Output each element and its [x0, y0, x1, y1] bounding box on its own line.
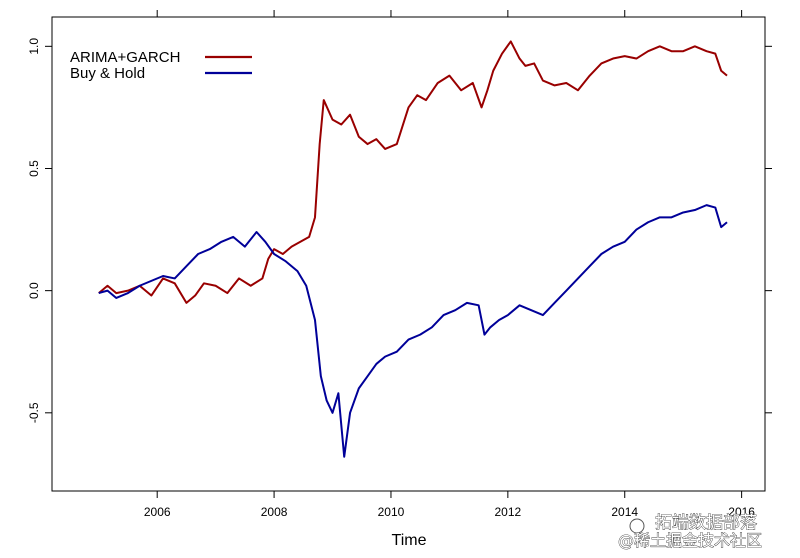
- y-tick-label: 1.0: [27, 38, 41, 55]
- watermark: 拓端数据部落 @稀土掘金技术社区: [618, 513, 763, 551]
- x-tick-label: 2016: [728, 505, 755, 519]
- x-axis: 2006 2008 2010 2012 2014 2016: [144, 10, 755, 519]
- plot-frame: [51, 16, 766, 492]
- watermark-line-2: @稀土掘金技术社区: [618, 531, 762, 550]
- y-tick-label: 0.5: [27, 160, 41, 177]
- x-tick-label: 2012: [495, 505, 522, 519]
- y-axis: -0.5 0.0 0.5 1.0: [27, 38, 772, 423]
- wechat-icon: [629, 518, 645, 534]
- x-axis-title: Time: [392, 532, 427, 549]
- series-group: [98, 40, 728, 458]
- watermark-line-1: 拓端数据部落: [655, 513, 757, 533]
- legend-label-arima-garch: ARIMA+GARCH: [70, 49, 180, 66]
- x-tick-label: 2008: [261, 505, 288, 519]
- x-tick-label: 2006: [144, 505, 171, 519]
- y-tick-label: -0.5: [27, 402, 41, 423]
- legend-label-buy-hold: Buy & Hold: [70, 65, 145, 82]
- x-tick-label: 2010: [378, 505, 405, 519]
- y-tick-label: 0.0: [27, 282, 41, 299]
- series-line-arima-garch: [98, 40, 728, 304]
- x-tick-label: 2014: [611, 505, 638, 519]
- legend: ARIMA+GARCH Buy & Hold: [70, 49, 252, 82]
- series-line-buy-hold: [98, 204, 728, 458]
